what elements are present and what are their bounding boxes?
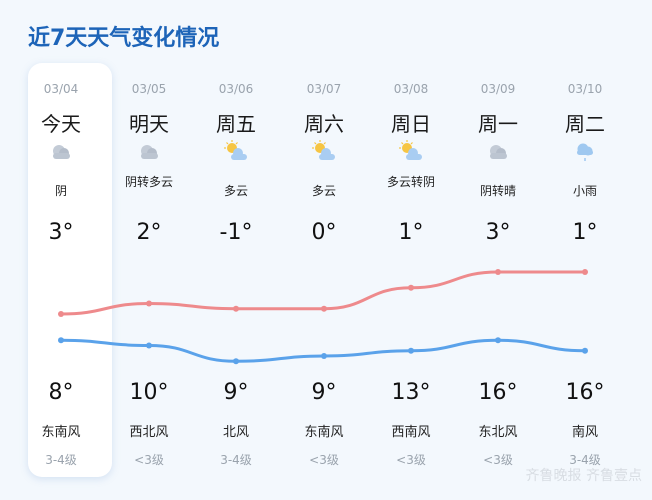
wind-direction: 西北风 bbox=[129, 425, 169, 440]
low-temp-point bbox=[233, 358, 239, 365]
high-temperature: 9° bbox=[311, 380, 337, 405]
day-name: 周六 bbox=[304, 112, 344, 136]
day-date: 03/09 bbox=[480, 82, 516, 96]
high-temp-point bbox=[58, 311, 64, 317]
overcast-cloud-icon bbox=[137, 140, 161, 162]
low-temperature: 2° bbox=[136, 220, 162, 245]
weather-condition: 多云 bbox=[223, 184, 248, 198]
wind-level: 3-4级 bbox=[569, 453, 601, 467]
overcast-cloud-icon bbox=[49, 140, 73, 162]
high-temperature: 16° bbox=[478, 380, 518, 405]
day-date: 03/05 bbox=[131, 82, 167, 96]
high-temp-point bbox=[321, 305, 327, 312]
day-name: 明天 bbox=[129, 112, 169, 136]
weather-condition: 阴转多云 bbox=[124, 175, 173, 189]
wind-level: <3级 bbox=[396, 453, 426, 467]
low-temp-point bbox=[495, 337, 501, 344]
low-temperature: 1° bbox=[572, 220, 598, 245]
day-date: 03/06 bbox=[218, 82, 254, 96]
wind-direction: 西南风 bbox=[391, 425, 431, 440]
low-temperature: -1° bbox=[219, 220, 253, 245]
high-temperature: 9° bbox=[223, 380, 249, 405]
today-card-highlight bbox=[28, 63, 112, 477]
day-name: 周五 bbox=[216, 112, 256, 136]
day-date: 03/04 bbox=[43, 82, 79, 96]
low-temperature: 1° bbox=[398, 220, 424, 245]
high-temp-point bbox=[233, 305, 239, 312]
wind-direction: 南风 bbox=[571, 425, 598, 440]
wind-level: 3-4级 bbox=[45, 453, 77, 467]
low-temp-point bbox=[58, 337, 64, 344]
overcast-cloud-icon bbox=[486, 140, 510, 162]
day-date: 03/08 bbox=[393, 82, 429, 96]
low-temp-point bbox=[146, 342, 152, 349]
low-temp-point bbox=[321, 353, 327, 359]
partly-cloudy-icon bbox=[399, 140, 423, 162]
wind-direction: 东南风 bbox=[41, 425, 81, 440]
weather-condition: 阴 bbox=[54, 184, 67, 198]
wind-direction: 东南风 bbox=[304, 425, 344, 440]
partly-cloudy-icon bbox=[224, 140, 248, 162]
light-rain-icon bbox=[573, 140, 597, 162]
low-temperature: 0° bbox=[311, 220, 337, 245]
watermark: 齐鲁晚报 齐鲁壹点 bbox=[525, 468, 642, 484]
high-temperature: 10° bbox=[129, 380, 169, 405]
weather-condition: 阴转晴 bbox=[479, 184, 516, 198]
day-name: 周一 bbox=[478, 112, 518, 136]
wind-level: 3-4级 bbox=[220, 453, 252, 467]
high-temp-point bbox=[495, 269, 501, 275]
wind-direction: 东北风 bbox=[478, 425, 518, 440]
high-temperature: 16° bbox=[565, 380, 605, 405]
page-title: 近7天天气变化情况 bbox=[28, 26, 220, 51]
partly-cloudy-icon bbox=[312, 140, 336, 162]
wind-level: <3级 bbox=[483, 453, 513, 467]
day-date: 03/07 bbox=[306, 82, 342, 96]
day-date: 03/10 bbox=[567, 82, 603, 96]
high-temperature: 8° bbox=[48, 380, 74, 405]
day-name: 周二 bbox=[565, 112, 605, 136]
day-name: 周日 bbox=[391, 112, 431, 136]
low-temperature: 3° bbox=[485, 220, 511, 245]
low-temp-point bbox=[408, 347, 414, 354]
high-temp-point bbox=[146, 300, 152, 307]
low-temp-point bbox=[582, 347, 588, 354]
low-temperature: 3° bbox=[48, 220, 74, 245]
weather-condition: 多云转阴 bbox=[386, 175, 435, 189]
weather-condition: 多云 bbox=[311, 184, 336, 198]
weather-condition: 小雨 bbox=[572, 184, 597, 198]
day-name: 今天 bbox=[41, 112, 81, 136]
wind-level: <3级 bbox=[309, 453, 339, 467]
wind-level: <3级 bbox=[134, 453, 164, 467]
high-temperature: 13° bbox=[391, 380, 431, 405]
high-temp-point bbox=[408, 284, 414, 291]
wind-direction: 北风 bbox=[222, 425, 249, 440]
high-temp-point bbox=[582, 269, 588, 275]
